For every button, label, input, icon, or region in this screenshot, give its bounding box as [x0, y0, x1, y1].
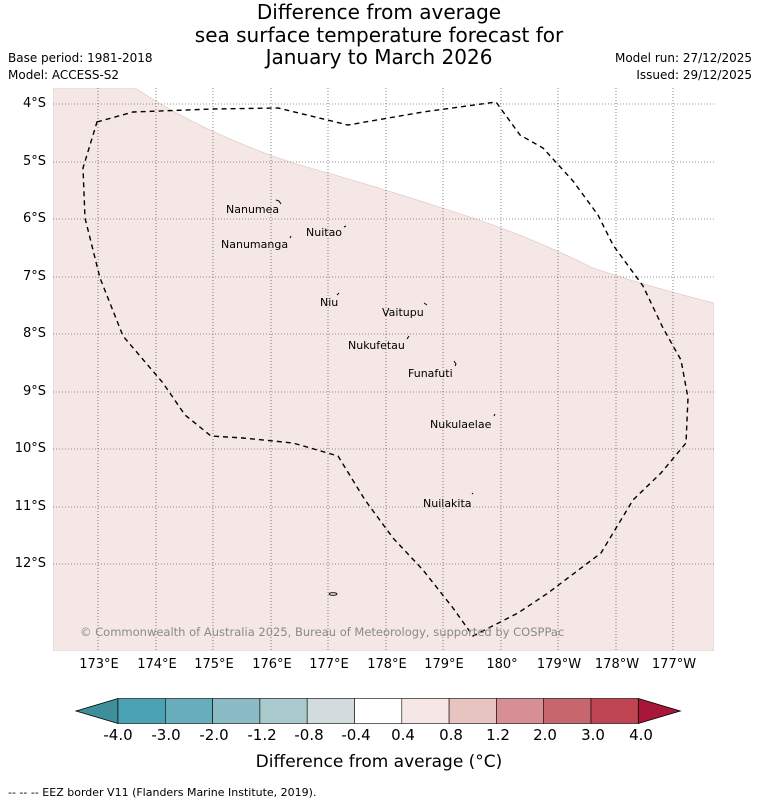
- model-run: Model run: 27/12/2025: [614, 51, 752, 65]
- colorbar-tick: -3.0: [151, 726, 181, 744]
- colorbar-tick: -0.4: [341, 726, 371, 744]
- colorbar-segment: [117, 698, 166, 724]
- lon-label: 177°W: [651, 657, 697, 672]
- colorbar-extend-high: [637, 697, 682, 725]
- colorbar-tick: -1.2: [247, 726, 277, 744]
- island-shape-nukufetau: [406, 335, 410, 340]
- colorbar-tick: -4.0: [103, 726, 133, 744]
- lat-label: 7°S: [22, 269, 46, 284]
- colorbar-title: Difference from average (°C): [255, 752, 503, 772]
- lat-label: 11°S: [14, 499, 46, 514]
- island-label-nanumea: Nanumea: [226, 203, 280, 216]
- lon-label: 174°E: [137, 657, 177, 672]
- lat-label: 6°S: [22, 211, 46, 226]
- island-label-funafuti: Funafuti: [408, 367, 453, 380]
- island-label-vaitupu: Vaitupu: [382, 306, 424, 319]
- island-shape-nuilakita: [471, 492, 474, 495]
- island-shape-nanumanga: [289, 235, 292, 239]
- island-shape-nanumea: [275, 199, 282, 205]
- island-shape-vaitupu: [423, 302, 428, 306]
- colorbar-segment: [306, 698, 355, 724]
- meta-left: Base period: 1981-2018 Model: ACCESS-S2: [8, 51, 153, 82]
- colorbar-segment: [448, 698, 497, 724]
- island-label-nuitao: Nuitao: [306, 226, 343, 239]
- colorbar-tick: 1.2: [486, 726, 510, 744]
- island-label-niu: Niu: [320, 296, 339, 309]
- lat-label: 10°S: [14, 441, 46, 456]
- colorbar-tick: 3.0: [581, 726, 605, 744]
- meta-right: Model run: 27/12/2025 Issued: 29/12/2025: [615, 51, 752, 82]
- lon-label: 178°E: [367, 657, 407, 672]
- colorbar-segments: [74, 697, 682, 725]
- eez-footnote: -- -- -- EEZ border V11 (Flanders Marine…: [8, 786, 317, 799]
- island-label-nuilakita: Nuilakita: [423, 497, 472, 510]
- colorbar-segment: [259, 698, 308, 724]
- base-period: Base period: 1981-2018: [8, 51, 153, 65]
- colorbar-segment: [543, 698, 592, 724]
- copyright-notice: © Commonwealth of Australia 2025, Bureau…: [80, 625, 565, 639]
- colorbar: [74, 697, 682, 725]
- colorbar-tick: -0.8: [294, 726, 324, 744]
- island-shape-nuitao: [343, 225, 347, 228]
- colorbar-segment: [496, 698, 544, 724]
- colorbar-segment: [212, 698, 261, 724]
- colorbar-tick: 4.0: [629, 726, 653, 744]
- eez-border: [82, 101, 689, 637]
- colorbar-tick: -2.0: [199, 726, 229, 744]
- colorbar-segment: [354, 698, 403, 724]
- lon-label: 177°E: [309, 657, 349, 672]
- title-line-3: January to March 2026: [265, 45, 493, 69]
- colorbar-tick: 0.4: [391, 726, 415, 744]
- map-svg: [53, 88, 714, 651]
- colorbar-tick: 2.0: [533, 726, 557, 744]
- lon-label: 180°: [486, 657, 518, 672]
- title-line-2: sea surface temperature forecast for: [194, 23, 564, 47]
- lat-label: 12°S: [14, 556, 46, 571]
- colorbar-segment: [165, 698, 213, 724]
- island-shape-unnamed: [328, 592, 338, 596]
- island-shape-nukulaelae: [493, 413, 496, 417]
- colorbar-segment: [401, 698, 450, 724]
- island-label-nukulaelae: Nukulaelae: [430, 418, 492, 431]
- colorbar-segment: [590, 698, 639, 724]
- issued-date: Issued: 29/12/2025: [636, 68, 752, 82]
- lon-label: 175°E: [194, 657, 234, 672]
- lat-label: 5°S: [22, 154, 46, 169]
- lat-label: 8°S: [22, 326, 46, 341]
- lon-label: 179°E: [424, 657, 464, 672]
- island-shape-niu: [336, 292, 340, 296]
- lat-label: 9°S: [22, 384, 46, 399]
- map-panel: Nanumea Nuitao Nanumanga Niu Vaitupu Nuk…: [53, 88, 714, 651]
- anomaly-fill-region: [53, 88, 714, 651]
- lon-label: 176°E: [252, 657, 292, 672]
- model-name: Model: ACCESS-S2: [8, 68, 120, 82]
- gridlines: [53, 88, 714, 651]
- lon-label: 173°E: [79, 657, 119, 672]
- title-line-1: Difference from average: [256, 0, 502, 24]
- lon-label: 178°W: [594, 657, 640, 672]
- island-marks: [275, 199, 496, 596]
- colorbar-extend-low: [74, 697, 119, 725]
- island-shape-funafuti: [453, 360, 457, 367]
- lat-label: 4°S: [22, 96, 46, 111]
- island-label-nukufetau: Nukufetau: [348, 339, 405, 352]
- colorbar-tick: 0.8: [439, 726, 463, 744]
- island-label-nanumanga: Nanumanga: [221, 238, 289, 251]
- lon-label: 179°W: [536, 657, 582, 672]
